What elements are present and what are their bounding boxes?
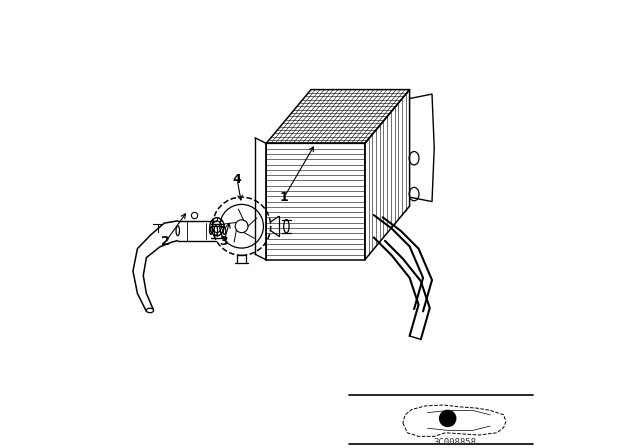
Text: 2: 2 — [161, 235, 170, 249]
Text: 3: 3 — [220, 235, 228, 249]
Text: 1: 1 — [280, 190, 289, 204]
Circle shape — [440, 410, 456, 426]
Text: 3C008858: 3C008858 — [433, 438, 476, 447]
Text: 4: 4 — [233, 172, 241, 186]
